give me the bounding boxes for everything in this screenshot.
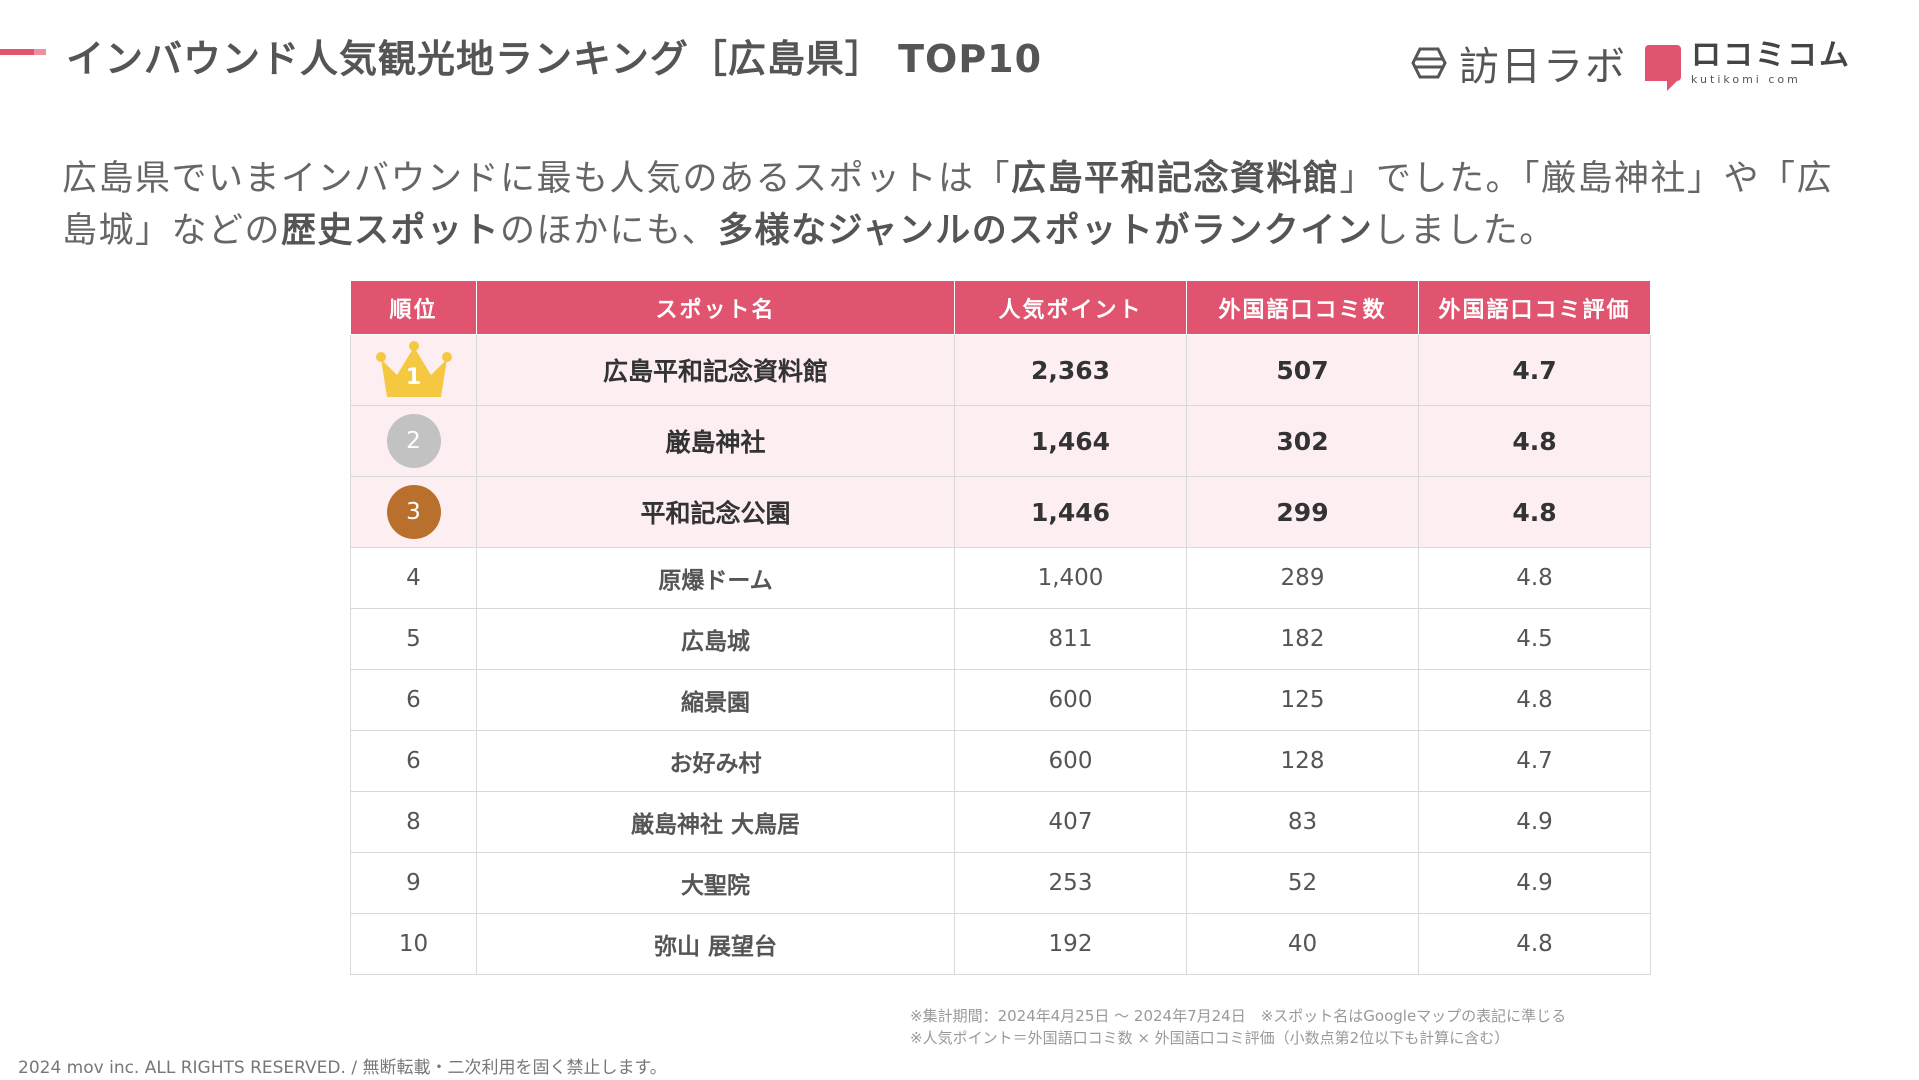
lab-logo-icon [1411,47,1447,79]
points-cell: 600 [954,669,1187,731]
points-cell: 2,363 [954,334,1187,406]
table-row: 3 平和記念公園 1,446 299 4.8 [350,476,1651,548]
footnotes: ※集計期間：2024年4月25日 〜 2024年7月24日 ※スポット名はGoo… [910,1005,1566,1049]
rank-cell: 8 [350,791,477,853]
points-cell: 1,446 [954,476,1187,548]
title-accent-bar [0,49,46,55]
kutikomi-logo: ロコミコム kutikomi com [1645,38,1851,91]
lead-bold-2: 歴史スポット [281,211,501,251]
table-row: 9 大聖院 253 52 4.9 [350,852,1651,914]
rating-cell: 4.9 [1418,852,1651,914]
lab-logo-text: 訪日ラボ [1459,44,1627,90]
table-row: 8 厳島神社 大鳥居 407 83 4.9 [350,791,1651,853]
spot-name-cell: 平和記念公園 [476,476,955,548]
points-cell: 600 [954,730,1187,792]
header-rank: 順位 [350,280,477,335]
table-row: 1 広島平和記念資料館 2,363 507 4.7 [350,334,1651,406]
ranking-table-wrapper: 順位 スポット名 人気ポイント 外国語口コミ数 外国語口コミ評価 [350,280,1651,975]
spot-name-cell: 厳島神社 [476,405,955,477]
lead-text-4: しました。 [1373,211,1556,251]
table-header-row: 順位 スポット名 人気ポイント 外国語口コミ数 外国語口コミ評価 [350,280,1651,335]
header-popularity-points: 人気ポイント [954,280,1187,335]
review-count-cell: 83 [1186,791,1419,853]
points-cell: 811 [954,608,1187,670]
spot-name-cell: 縮景園 [476,669,955,731]
header-review-rating: 外国語口コミ評価 [1418,280,1651,335]
table-row: 5 広島城 811 182 4.5 [350,608,1651,670]
lead-text-1: 広島県でいまインバウンドに最も人気のあるスポットは「 [62,159,1012,199]
table-row: 4 原爆ドーム 1,400 289 4.8 [350,547,1651,609]
rating-cell: 4.8 [1418,476,1651,548]
review-count-cell: 40 [1186,913,1419,975]
points-cell: 192 [954,913,1187,975]
lead-paragraph: 広島県でいまインバウンドに最も人気のあるスポットは「広島平和記念資料館」でした。… [62,153,1862,257]
review-count-cell: 289 [1186,547,1419,609]
bronze-medal-icon: 3 [386,485,441,539]
silver-medal-icon: 2 [386,414,441,468]
review-count-cell: 128 [1186,730,1419,792]
spot-name-cell: 弥山 展望台 [476,913,955,975]
rank-cell: 5 [350,608,477,670]
spot-name-cell: 広島城 [476,608,955,670]
table-row: 6 縮景園 600 125 4.8 [350,669,1651,731]
rank-cell: 6 [350,730,477,792]
rank-cell: 9 [350,852,477,914]
page-title: インバウンド人気観光地ランキング［広島県］ TOP10 [66,37,1043,81]
lead-text-3: のほかにも、 [500,211,718,251]
rank-cell: 10 [350,913,477,975]
points-cell: 1,464 [954,405,1187,477]
rating-cell: 4.7 [1418,730,1651,792]
review-count-cell: 52 [1186,852,1419,914]
points-cell: 253 [954,852,1187,914]
lead-bold-1: 広島平和記念資料館 [1011,159,1340,199]
header-review-count: 外国語口コミ数 [1186,280,1419,335]
rank-number: 1 [405,365,422,390]
rating-cell: 4.7 [1418,334,1651,406]
houjin-lab-logo: 訪日ラボ [1409,34,1627,92]
footnote-formula: ※人気ポイント＝外国語口コミ数 × 外国語口コミ評価（小数点第2位以下も計算に含… [910,1029,1510,1047]
rank-cell: 3 [350,476,477,548]
table-row: 2 厳島神社 1,464 302 4.8 [350,405,1651,477]
komi-logo-domain: kutikomi com [1691,73,1801,86]
brand-logos: 訪日ラボ ロコミコム kutikomi com [1409,34,1851,92]
spot-name-cell: 厳島神社 大鳥居 [476,791,955,853]
rating-cell: 4.9 [1418,791,1651,853]
header-spot-name: スポット名 [476,280,955,335]
ranking-table: 順位 スポット名 人気ポイント 外国語口コミ数 外国語口コミ評価 [350,280,1651,975]
review-count-cell: 299 [1186,476,1419,548]
spot-name-cell: お好み村 [476,730,955,792]
spot-name-cell: 原爆ドーム [476,547,955,609]
rating-cell: 4.8 [1418,913,1651,975]
speech-bubble-icon [1645,45,1681,91]
footnote-period: ※集計期間：2024年4月25日 〜 2024年7月24日 ※スポット名はGoo… [910,1007,1567,1025]
points-cell: 1,400 [954,547,1187,609]
rating-cell: 4.5 [1418,608,1651,670]
review-count-cell: 125 [1186,669,1419,731]
rank-cell: 1 [350,334,477,406]
table-row: 10 弥山 展望台 192 40 4.8 [350,913,1651,975]
lead-text-2: 」でした。「厳島神社」や「広島城」などの [62,159,1834,251]
komi-logo-text: ロコミコム [1691,38,1851,73]
rating-cell: 4.8 [1418,405,1651,477]
rank-cell: 4 [350,547,477,609]
gold-crown-icon: 1 [373,339,455,401]
review-count-cell: 182 [1186,608,1419,670]
rating-cell: 4.8 [1418,547,1651,609]
points-cell: 407 [954,791,1187,853]
lead-bold-3: 多様なジャンルのスポットがランクイン [717,211,1374,251]
rating-cell: 4.8 [1418,669,1651,731]
spot-name-cell: 大聖院 [476,852,955,914]
rank-cell: 2 [350,405,477,477]
rank-cell: 6 [350,669,477,731]
copyright-text: 2024 mov inc. ALL RIGHTS RESERVED. / 無断転… [18,1058,667,1078]
review-count-cell: 302 [1186,405,1419,477]
table-row: 6 お好み村 600 128 4.7 [350,730,1651,792]
review-count-cell: 507 [1186,334,1419,406]
spot-name-cell: 広島平和記念資料館 [476,334,955,406]
